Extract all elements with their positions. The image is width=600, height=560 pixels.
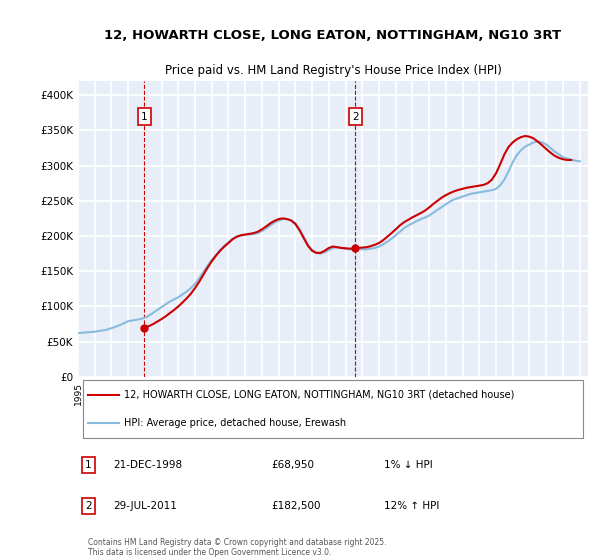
- Text: 21-DEC-1998: 21-DEC-1998: [114, 460, 183, 470]
- Text: 12, HOWARTH CLOSE, LONG EATON, NOTTINGHAM, NG10 3RT (detached house): 12, HOWARTH CLOSE, LONG EATON, NOTTINGHA…: [124, 390, 514, 400]
- Text: 29-JUL-2011: 29-JUL-2011: [114, 501, 178, 511]
- Text: Price paid vs. HM Land Registry's House Price Index (HPI): Price paid vs. HM Land Registry's House …: [164, 64, 502, 77]
- Text: 2: 2: [352, 111, 358, 122]
- Text: 12, HOWARTH CLOSE, LONG EATON, NOTTINGHAM, NG10 3RT: 12, HOWARTH CLOSE, LONG EATON, NOTTINGHA…: [104, 29, 562, 41]
- Text: 1: 1: [85, 460, 92, 470]
- Text: 12% ↑ HPI: 12% ↑ HPI: [384, 501, 439, 511]
- Text: 1: 1: [141, 111, 148, 122]
- Text: £182,500: £182,500: [272, 501, 322, 511]
- Text: 1% ↓ HPI: 1% ↓ HPI: [384, 460, 433, 470]
- Text: £68,950: £68,950: [272, 460, 315, 470]
- Text: HPI: Average price, detached house, Erewash: HPI: Average price, detached house, Erew…: [124, 418, 346, 428]
- FancyBboxPatch shape: [83, 380, 583, 438]
- Text: Contains HM Land Registry data © Crown copyright and database right 2025.
This d: Contains HM Land Registry data © Crown c…: [88, 538, 387, 557]
- Text: 2: 2: [85, 501, 92, 511]
